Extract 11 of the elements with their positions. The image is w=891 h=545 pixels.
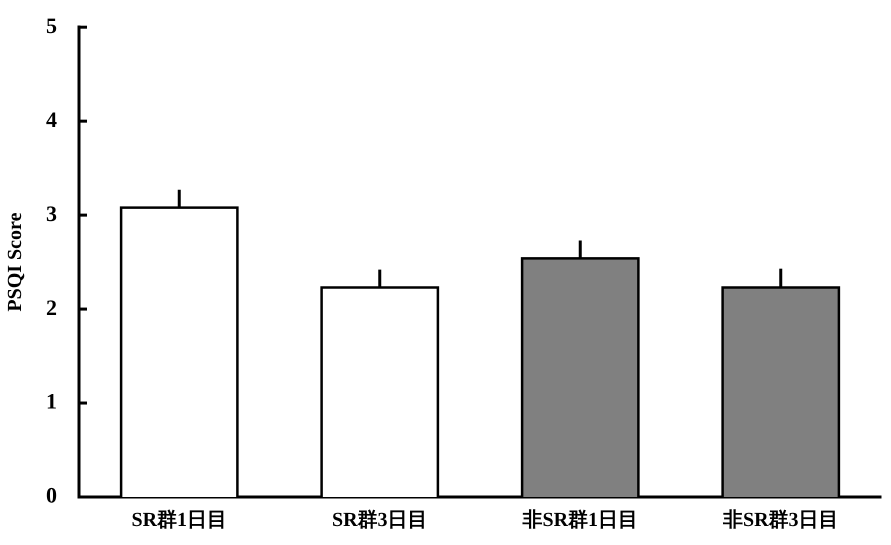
y-tick-label: 5 <box>46 12 57 38</box>
y-tick-label: 1 <box>46 388 57 414</box>
y-axis-title: PSQI Score <box>4 212 26 312</box>
y-tick-label: 4 <box>46 106 57 132</box>
y-tick-label: 0 <box>46 482 57 508</box>
x-tick-label: 非SR群1日目 <box>521 509 638 532</box>
x-tick-label: SR群3日目 <box>332 509 428 532</box>
x-tick-label: SR群1日目 <box>131 509 228 532</box>
x-tick-label: 非SR群3日目 <box>722 509 839 532</box>
y-tick-label: 2 <box>46 294 57 320</box>
y-tick-label: 3 <box>46 200 57 226</box>
